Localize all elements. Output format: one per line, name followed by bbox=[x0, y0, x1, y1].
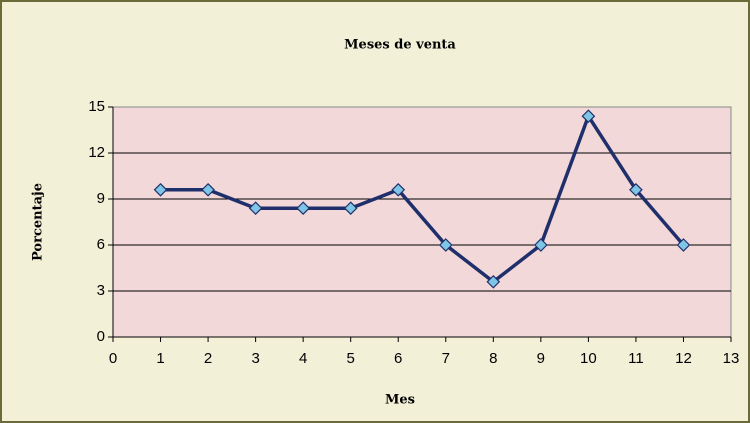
y-tick-label: 0 bbox=[97, 328, 105, 345]
data-point bbox=[438, 238, 453, 252]
x-tick-label: 13 bbox=[723, 350, 740, 367]
x-tick-label: 11 bbox=[628, 350, 644, 367]
data-point bbox=[201, 182, 215, 197]
data-line bbox=[160, 114, 685, 284]
data-point bbox=[296, 201, 311, 216]
y-tick-label: 9 bbox=[97, 190, 105, 207]
data-point bbox=[581, 109, 596, 124]
x-tick-label: 6 bbox=[394, 350, 402, 367]
x-tick-label: 5 bbox=[347, 350, 355, 367]
y-tick-label: 15 bbox=[88, 98, 105, 115]
chart-title: Meses de venta bbox=[344, 38, 456, 53]
x-tick-label: 2 bbox=[204, 350, 212, 367]
data-point bbox=[533, 238, 548, 252]
x-tick-label: 9 bbox=[537, 350, 545, 367]
y-tick-label: 3 bbox=[97, 282, 105, 299]
x-tick-label: 12 bbox=[675, 350, 692, 367]
y-tick-label: 6 bbox=[97, 236, 105, 253]
x-tick-label: 3 bbox=[251, 350, 259, 367]
x-tick-label: 4 bbox=[299, 350, 307, 367]
data-point bbox=[248, 201, 263, 216]
x-tick-label: 1 bbox=[156, 350, 164, 367]
x-tick-label: 0 bbox=[109, 350, 117, 367]
plot-area bbox=[112, 106, 732, 338]
x-tick-label: 10 bbox=[580, 350, 597, 367]
data-point bbox=[153, 182, 168, 197]
data-point bbox=[343, 201, 358, 216]
y-axis-label: Porcentaje bbox=[31, 183, 46, 261]
data-point bbox=[391, 182, 406, 197]
x-axis-label: Mes bbox=[385, 393, 415, 408]
y-tick-label: 12 bbox=[88, 144, 105, 161]
data-point bbox=[676, 238, 691, 252]
data-point bbox=[486, 274, 501, 289]
data-point bbox=[629, 182, 643, 197]
x-tick-label: 7 bbox=[442, 350, 450, 367]
x-tick-label: 8 bbox=[489, 350, 497, 367]
